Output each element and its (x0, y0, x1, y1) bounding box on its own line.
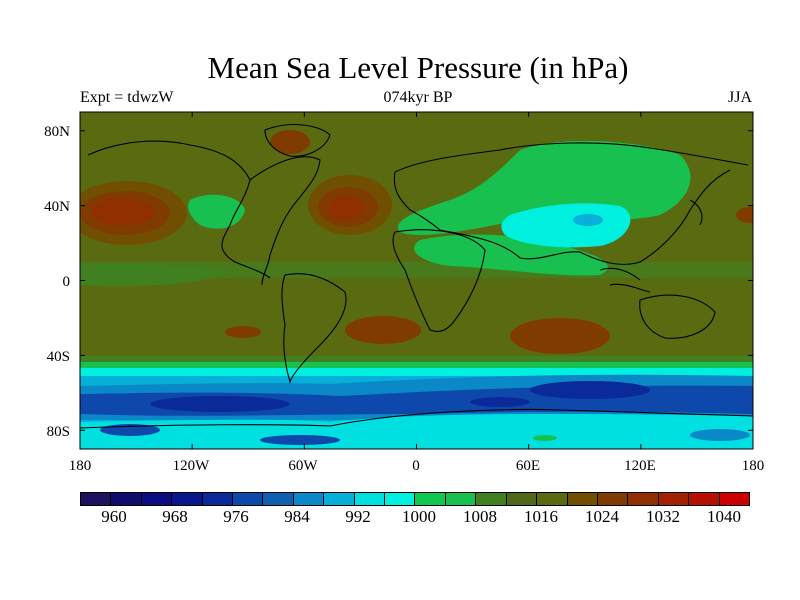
africa-arabia-low (414, 234, 608, 276)
colorbar-swatch (354, 493, 386, 505)
tibet-low (573, 214, 603, 226)
x-tick-label-120W: 120W (172, 458, 210, 474)
antarctic-low-2 (260, 435, 340, 445)
so-low-atlantic (470, 397, 530, 407)
chart-title: Mean Sea Level Pressure (in hPa) (207, 50, 629, 85)
colorbar-swatch (111, 493, 142, 505)
colorbar-label-992: 992 (345, 507, 371, 526)
colorbar-label-968: 968 (162, 507, 188, 526)
africa-coast (392, 229, 486, 333)
colorbar-swatch (628, 493, 659, 505)
colorbar-label-1040: 1040 (707, 507, 741, 526)
south-america-coast (281, 273, 347, 384)
pacific-high-core (90, 198, 154, 226)
season-label: JJA (727, 89, 752, 106)
y-tick-label-80N: 80N (44, 124, 70, 140)
north-america-low (188, 194, 245, 229)
colorbar-swatch (202, 493, 234, 505)
antarctic-low-3 (690, 429, 750, 441)
colorbar-label-1016: 1016 (524, 507, 558, 526)
dateline-high (736, 207, 753, 223)
x-axis-ticks (79, 112, 754, 449)
colorbar (80, 492, 750, 506)
y-tick-label-80S: 80S (46, 424, 70, 440)
colorbar-swatch (141, 493, 173, 505)
colorbar-label-1008: 1008 (463, 507, 497, 526)
colorbar-swatch (719, 493, 749, 505)
pacific-itcz (80, 263, 230, 287)
colorbar-swatch (385, 493, 416, 505)
colorbar-swatch (81, 493, 112, 505)
australia-coast (639, 294, 716, 339)
x-tick-label-180W: 180 (68, 458, 92, 474)
colorbar-swatch (172, 493, 203, 505)
colorbar-swatch (476, 493, 507, 505)
asian-monsoon-low (501, 203, 631, 248)
y-tick-label-40N: 40N (44, 199, 70, 215)
south-indian-high (510, 318, 610, 354)
x-tick-label-60E: 60E (515, 458, 541, 474)
north-america-west-coast (87, 140, 271, 279)
colorbar-label-960: 960 (101, 507, 127, 526)
colorbar-swatch (567, 493, 598, 505)
experiment-label: Expt = tdwzW (80, 89, 174, 106)
antarctica-coast (80, 408, 753, 429)
colorbar-swatch (263, 493, 294, 505)
colorbar-swatch (597, 493, 629, 505)
y-tick-label-0: 0 (62, 274, 71, 290)
south-pacific-high (225, 326, 261, 338)
colorbar-swatch (445, 493, 477, 505)
colorbar-label-1024: 1024 (585, 507, 619, 526)
colorbar-swatch (658, 493, 690, 505)
south-atlantic-high (345, 316, 421, 344)
antarctic-high (533, 435, 557, 441)
so-low-pacific (150, 396, 290, 412)
coastlines (80, 124, 753, 429)
y-axis-ticks (80, 130, 753, 431)
colorbar-swatch (293, 493, 325, 505)
colorbar-swatch (506, 493, 538, 505)
colorbar-swatch (689, 493, 720, 505)
x-tick-label-180E: 180 (741, 458, 765, 474)
colorbar-label-984: 984 (284, 507, 310, 526)
colorbar-swatch (415, 493, 446, 505)
colorbar-label-1032: 1032 (646, 507, 680, 526)
colorbar-swatch (537, 493, 568, 505)
period-label: 074kyr BP (383, 89, 453, 106)
japan-coast (689, 199, 703, 226)
colorbar-swatch (233, 493, 264, 505)
pressure-field (80, 112, 753, 449)
eurasia-south-coast (393, 169, 731, 265)
x-tick-label-0: 0 (412, 458, 420, 474)
indonesia-coast (599, 267, 651, 293)
antarctic-field (80, 414, 753, 449)
greenland-high (270, 130, 310, 154)
eurasia-north-coast (394, 142, 749, 173)
greenland-coast (264, 124, 331, 157)
colorbar-label-976: 976 (223, 507, 249, 526)
colorbar-swatch (324, 493, 355, 505)
x-tick-label-60W: 60W (288, 458, 318, 474)
azores-high-core (328, 196, 364, 220)
north-america-east-coast (249, 156, 321, 286)
so-low-indian (530, 381, 650, 399)
colorbar-label-1000: 1000 (402, 507, 436, 526)
y-tick-label-40S: 40S (46, 349, 70, 365)
x-tick-label-120E: 120E (624, 458, 656, 474)
